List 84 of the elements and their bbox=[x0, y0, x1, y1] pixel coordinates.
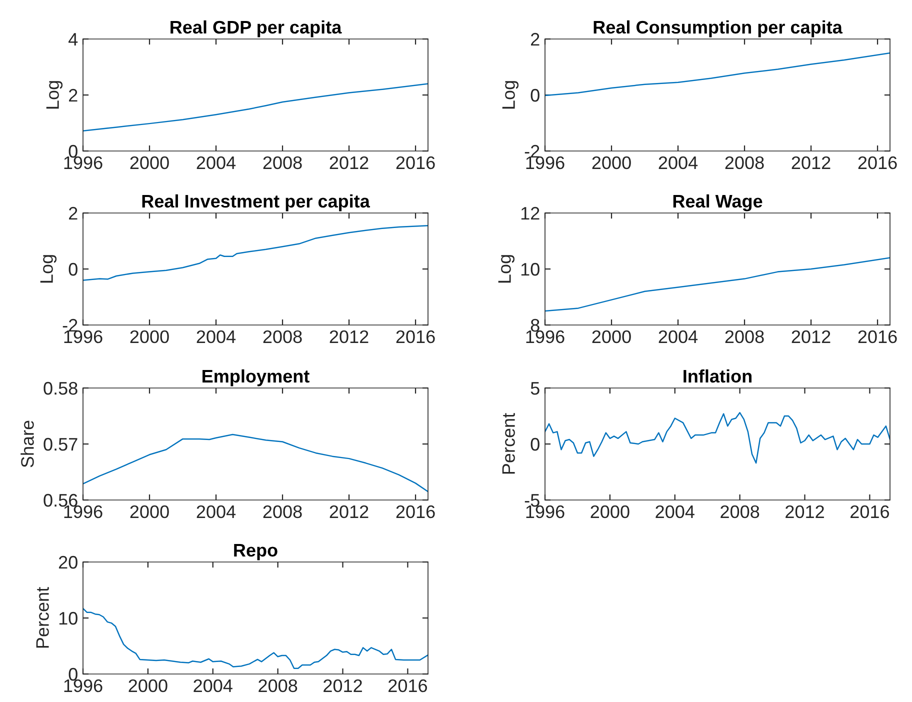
y-axis-title: Percent bbox=[36, 587, 49, 648]
y-axis-title: Log bbox=[46, 81, 63, 109]
x-tick-label: 2012 bbox=[324, 679, 362, 692]
x-tick-label: 2004 bbox=[658, 330, 698, 344]
x-tick-label: 2000 bbox=[130, 505, 169, 518]
x-tick-label: 2000 bbox=[592, 330, 631, 344]
y-tick-label: -2 bbox=[62, 318, 78, 332]
y-tick-label: 0.56 bbox=[44, 494, 78, 507]
x-tick-label: 2016 bbox=[850, 505, 889, 518]
y-tick-label: 0 bbox=[68, 144, 78, 158]
y-tick-label: 0 bbox=[68, 668, 78, 681]
x-tick-label: 1996 bbox=[526, 505, 564, 518]
line-series bbox=[83, 434, 428, 492]
line-series bbox=[545, 257, 890, 312]
x-tick-label: 1996 bbox=[64, 679, 102, 692]
y-tick-label: 2 bbox=[69, 206, 78, 220]
x-tick-label: 2000 bbox=[592, 156, 631, 170]
y-tick-label: 20 bbox=[58, 556, 78, 569]
x-tick-label: 2000 bbox=[590, 505, 630, 518]
x-tick-label: 2016 bbox=[858, 330, 897, 344]
chart-title: Employment bbox=[202, 369, 310, 386]
y-tick-label: 0 bbox=[68, 262, 78, 276]
x-tick-label: 2012 bbox=[792, 330, 830, 344]
x-tick-label: 2000 bbox=[130, 330, 169, 344]
y-tick-label: 0 bbox=[530, 438, 540, 451]
x-tick-label: 2008 bbox=[263, 505, 302, 518]
y-tick-label: 0 bbox=[530, 88, 540, 102]
x-tick-label: 1996 bbox=[526, 330, 564, 344]
line-series bbox=[83, 608, 428, 670]
y-tick-label: 8 bbox=[530, 318, 540, 332]
x-tick-label: 2012 bbox=[330, 156, 368, 170]
y-tick-label: 2 bbox=[69, 88, 78, 102]
y-tick-label: 12 bbox=[521, 206, 540, 220]
y-tick-label: -5 bbox=[524, 494, 540, 507]
y-axis-title: Log bbox=[502, 81, 519, 109]
x-tick-label: 2016 bbox=[396, 505, 435, 518]
x-tick-label: 2012 bbox=[330, 505, 368, 518]
x-tick-label: 2008 bbox=[725, 330, 764, 344]
chart-title: Real Consumption per capita bbox=[594, 20, 843, 38]
chart-title: Inflation bbox=[684, 369, 752, 383]
y-tick-label: 4 bbox=[68, 33, 78, 46]
x-tick-label: 2004 bbox=[658, 156, 698, 170]
x-tick-label: 2004 bbox=[196, 156, 236, 170]
x-tick-label: 2004 bbox=[194, 679, 232, 692]
x-tick-label: 2008 bbox=[263, 330, 302, 344]
line-series bbox=[545, 52, 890, 96]
y-tick-label: 5 bbox=[530, 382, 540, 395]
y-tick-label: 10 bbox=[521, 262, 540, 276]
x-tick-label: 2008 bbox=[720, 505, 760, 518]
x-tick-label: 2016 bbox=[396, 156, 435, 170]
line-series bbox=[83, 224, 428, 281]
x-tick-label: 2012 bbox=[792, 156, 830, 170]
x-tick-label: 2004 bbox=[656, 505, 694, 518]
y-tick-label: 10 bbox=[59, 612, 78, 625]
x-tick-label: 2008 bbox=[725, 156, 764, 170]
y-axis-title: Share bbox=[20, 420, 34, 468]
x-tick-label: 1996 bbox=[64, 505, 102, 518]
x-tick-label: 2000 bbox=[130, 156, 169, 170]
x-tick-label: 2012 bbox=[330, 330, 368, 344]
y-axis-title: Log bbox=[498, 255, 514, 283]
x-tick-label: 2004 bbox=[196, 505, 236, 518]
chart-title: Real Wage bbox=[673, 194, 762, 212]
x-tick-label: 1996 bbox=[526, 156, 564, 170]
x-tick-label: 2016 bbox=[388, 679, 427, 692]
x-tick-label: 2012 bbox=[786, 505, 824, 518]
x-tick-label: 2004 bbox=[196, 330, 236, 344]
line-series bbox=[83, 83, 428, 132]
x-tick-label: 2008 bbox=[263, 156, 302, 170]
line-series bbox=[545, 412, 890, 464]
y-axis-title: Log bbox=[40, 255, 57, 283]
x-tick-label: 2000 bbox=[128, 679, 168, 692]
chart-title: Real Investment per capita bbox=[142, 194, 370, 212]
y-axis-title: Percent bbox=[502, 413, 515, 474]
x-tick-label: 1996 bbox=[64, 330, 102, 344]
x-tick-label: 2008 bbox=[258, 679, 298, 692]
chart-title: Repo bbox=[234, 544, 278, 560]
y-tick-label: -2 bbox=[524, 144, 540, 158]
y-tick-label: 0.57 bbox=[44, 438, 78, 451]
y-tick-label: 2 bbox=[531, 32, 540, 46]
chart-title: Real GDP per capita bbox=[170, 20, 342, 38]
x-tick-label: 2016 bbox=[396, 330, 435, 344]
x-tick-label: 1996 bbox=[64, 156, 102, 170]
x-tick-label: 2016 bbox=[858, 156, 897, 170]
y-tick-label: 0.58 bbox=[44, 382, 78, 395]
